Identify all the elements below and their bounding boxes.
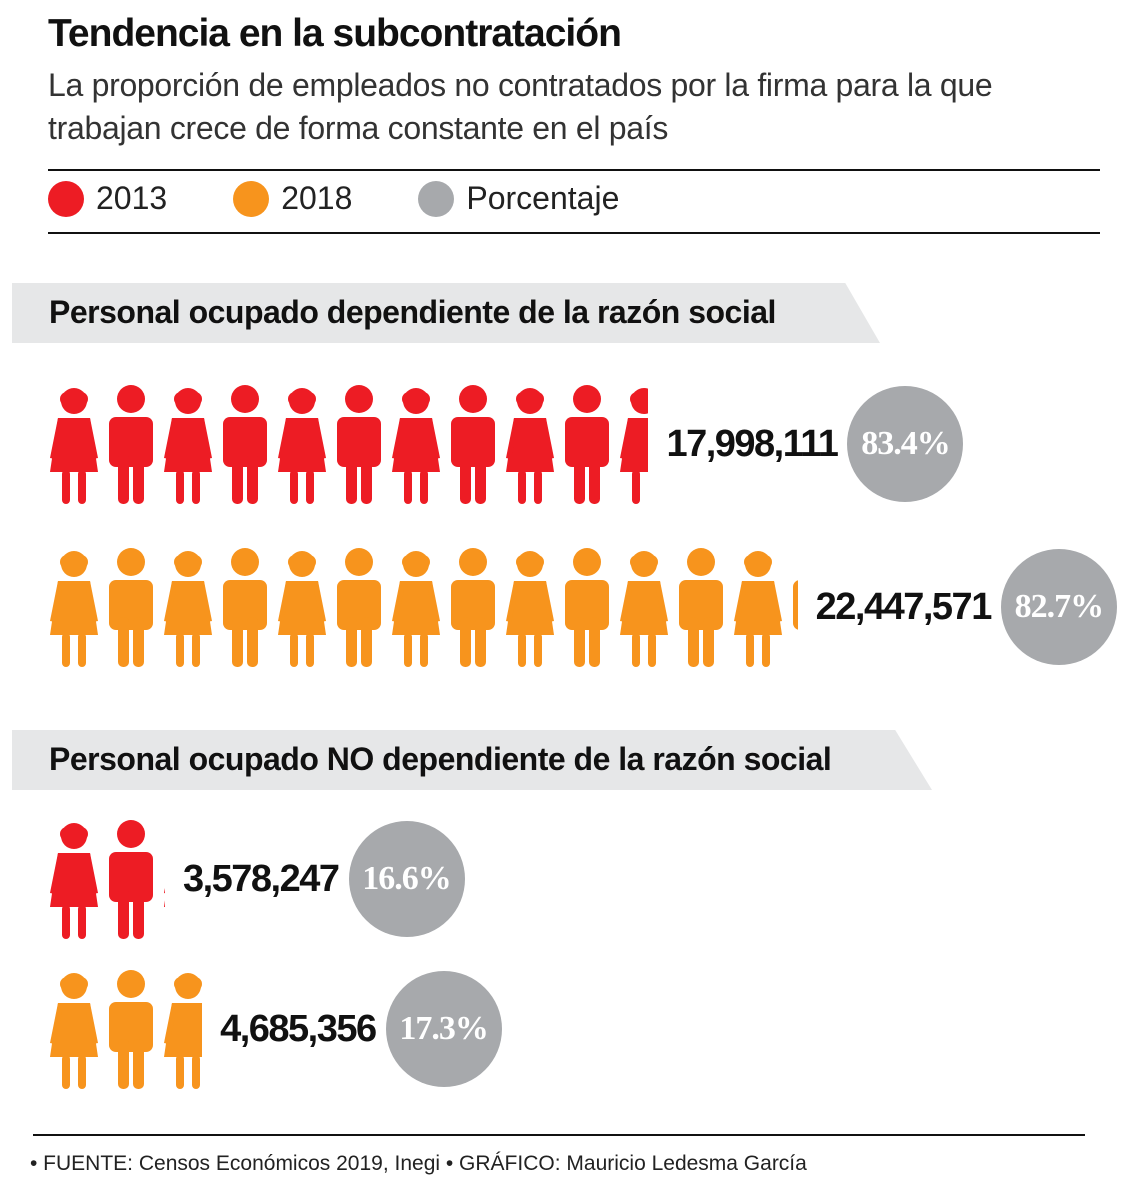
man-icon (337, 385, 381, 504)
woman-icon (734, 551, 782, 667)
man-icon (109, 385, 153, 504)
woman-icon (620, 388, 649, 504)
woman-icon (164, 888, 165, 907)
man-icon (337, 548, 381, 667)
value-label: 3,578,247 (182, 857, 340, 900)
pictogram-icons (48, 819, 165, 939)
man-icon (223, 385, 267, 504)
legend-item-porcentaje: Porcentaje (418, 180, 619, 217)
man-icon (565, 385, 609, 504)
legend-dot (48, 180, 84, 217)
man-icon (793, 580, 798, 630)
percent-circle: 82.7% (1000, 549, 1117, 665)
man-icon (109, 970, 153, 1089)
source-credit: • FUENTE: Censos Económicos 2019, Inegi … (30, 1152, 807, 1175)
pictogram-row-dependiente-2013: 17,998,111 83.4% (48, 384, 964, 504)
divider (48, 169, 1100, 171)
man-icon (565, 548, 609, 667)
man-icon (109, 820, 153, 939)
legend: 2013 2018 Porcentaje (48, 180, 685, 217)
legend-item-2013: 2013 (48, 180, 167, 217)
section-title: Personal ocupado dependiente de la razón… (49, 294, 776, 330)
woman-icon (164, 388, 212, 504)
woman-icon (164, 973, 203, 1089)
section-title: Personal ocupado NO dependiente de la ra… (49, 741, 832, 777)
woman-icon (392, 551, 440, 667)
divider (48, 232, 1100, 234)
pictogram-row-no-dependiente-2018: 4,685,356 17.3% (48, 969, 502, 1089)
legend-label: Porcentaje (466, 180, 620, 216)
value-label: 4,685,356 (220, 1007, 377, 1050)
woman-icon (392, 388, 440, 504)
pictogram-icons (48, 547, 798, 667)
value-label: 17,998,111 (666, 422, 839, 465)
woman-icon (50, 973, 98, 1089)
woman-icon (50, 823, 98, 939)
value-label: 22,447,571 (815, 585, 993, 628)
man-icon (679, 548, 723, 667)
woman-icon (620, 551, 668, 667)
legend-item-2018: 2018 (233, 180, 352, 217)
pictogram-row-dependiente-2018: 22,447,571 82.7% (48, 547, 1117, 667)
section-header-no-dependiente: Personal ocupado NO dependiente de la ra… (12, 730, 932, 790)
pictogram-icons (48, 384, 649, 504)
percent-circle: 16.6% (348, 821, 465, 937)
legend-dot (418, 180, 455, 217)
woman-icon (506, 551, 554, 667)
woman-icon (50, 551, 98, 667)
section-header-dependiente: Personal ocupado dependiente de la razón… (12, 283, 880, 343)
chart-subtitle: La proporción de empleados no contratado… (48, 67, 993, 146)
man-icon (109, 548, 153, 667)
man-icon (223, 548, 267, 667)
woman-icon (278, 551, 326, 667)
legend-dot (233, 180, 270, 217)
woman-icon (164, 551, 212, 667)
woman-icon (278, 388, 326, 504)
legend-label: 2018 (281, 180, 353, 216)
woman-icon (506, 388, 554, 504)
pictogram-row-no-dependiente-2013: 3,578,247 16.6% (48, 819, 465, 939)
divider (33, 1134, 1085, 1136)
pictogram-icons (48, 969, 203, 1089)
man-icon (451, 548, 495, 667)
legend-label: 2013 (96, 180, 168, 216)
chart-title: Tendencia en la subcontratación (48, 12, 622, 55)
woman-icon (50, 388, 98, 504)
percent-circle: 17.3% (385, 971, 502, 1087)
man-icon (451, 385, 495, 504)
percent-circle: 83.4% (847, 386, 964, 502)
